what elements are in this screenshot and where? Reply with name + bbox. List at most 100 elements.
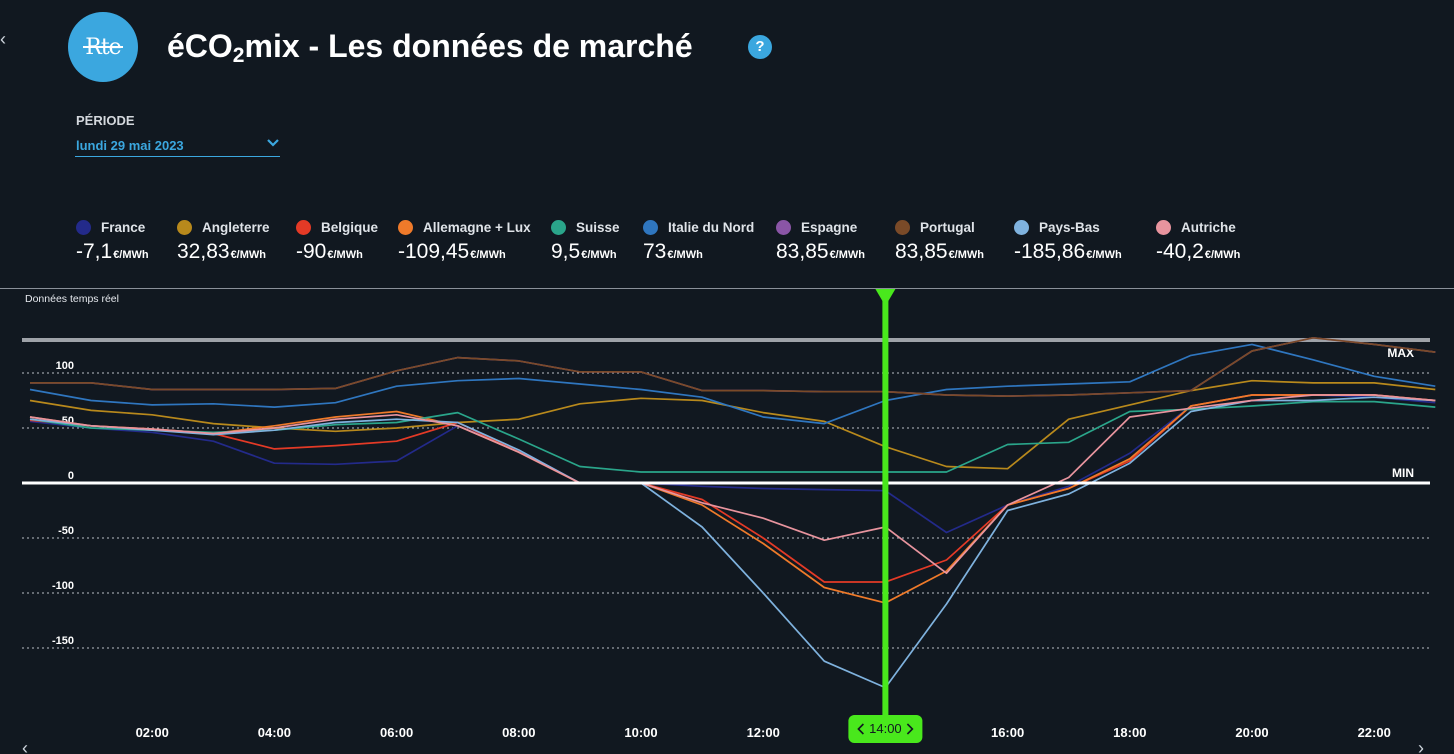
max-label: MAX <box>1387 346 1414 360</box>
min-label: MIN <box>1392 466 1414 480</box>
legend-unit: €/MWh <box>230 249 267 261</box>
legend-dot <box>895 220 910 235</box>
x-tick-label: 18:00 <box>1113 725 1146 740</box>
chart-divider <box>0 288 1454 289</box>
legend-unit: €/MWh <box>113 249 149 261</box>
series-line-pays-bas[interactable] <box>29 396 1436 689</box>
period-label: PÉRIODE <box>76 113 135 128</box>
scroll-right-icon[interactable]: › <box>1418 738 1424 754</box>
help-icon[interactable]: ? <box>748 35 772 59</box>
legend-name: Allemagne + Lux <box>423 220 531 235</box>
legend-unit: €/MWh <box>470 249 506 261</box>
legend-item-suisse[interactable]: Suisse 9,5€/MWh <box>551 220 620 264</box>
legend-unit: €/MWh <box>948 249 985 261</box>
legend-name: Angleterre <box>202 220 270 235</box>
legend-dot <box>643 220 658 235</box>
legend-item-portugal[interactable]: Portugal 83,85€/MWh <box>895 220 984 264</box>
legend-value: -185,86 <box>1014 240 1086 263</box>
page-title: éCO2mix - Les données de marché <box>167 24 693 78</box>
x-tick-label: 08:00 <box>502 725 535 740</box>
legend-value: 73 <box>643 240 667 263</box>
legend-value: 83,85 <box>776 240 829 263</box>
legend-name: Portugal <box>920 220 975 235</box>
legend-value: 9,5 <box>551 240 581 263</box>
cursor-top-marker-icon[interactable] <box>875 289 896 306</box>
legend-dot <box>398 220 413 235</box>
legend-item-allemagne-lux[interactable]: Allemagne + Lux -109,45€/MWh <box>398 220 531 264</box>
legend-dot <box>551 220 566 235</box>
legend-name: Autriche <box>1181 220 1236 235</box>
x-tick-label: 06:00 <box>380 725 413 740</box>
legend-name: Italie du Nord <box>668 220 755 235</box>
legend-item-france[interactable]: France -7,1€/MWh <box>76 220 149 264</box>
legend-dot <box>1156 220 1171 235</box>
legend-unit: €/MWh <box>327 249 363 261</box>
legend-dot <box>1014 220 1029 235</box>
legend-dot <box>177 220 192 235</box>
legend-name: France <box>101 220 146 235</box>
series-line-angleterre[interactable] <box>29 379 1436 470</box>
legend-name: Espagne <box>801 220 858 235</box>
x-tick-label: 22:00 <box>1358 725 1391 740</box>
x-tick-label: 20:00 <box>1235 725 1268 740</box>
series-line-italie-du-nord[interactable] <box>29 343 1436 425</box>
collapse-caret-icon[interactable]: ‹ <box>0 29 6 49</box>
x-tick-label: 12:00 <box>747 725 780 740</box>
x-tick-label: 02:00 <box>136 725 169 740</box>
cursor-time-label: 14:00 <box>869 721 902 736</box>
series-line-suisse[interactable] <box>29 400 1436 473</box>
legend-value: -109,45 <box>398 240 470 263</box>
legend-unit: €/MWh <box>667 249 703 261</box>
chart-title: Données temps réel <box>25 293 119 305</box>
series-line-espagne[interactable] <box>30 336 1436 397</box>
legend: France -7,1€/MWh Angleterre 32,83€/MWh B… <box>0 220 1454 280</box>
period-value: lundi 29 mai 2023 <box>76 138 184 153</box>
legend-item-espagne[interactable]: Espagne 83,85€/MWh <box>776 220 865 264</box>
title-subscript: 2 <box>232 44 245 67</box>
y-tick-label: 0 <box>68 470 74 482</box>
series-line-autriche[interactable] <box>29 394 1436 575</box>
legend-value: -90 <box>296 240 327 263</box>
legend-name: Pays-Bas <box>1039 220 1100 235</box>
legend-unit: €/MWh <box>1204 249 1241 261</box>
logo-text: Rte <box>83 34 124 60</box>
scroll-left-icon[interactable]: ‹ <box>22 738 28 754</box>
x-tick-label: 04:00 <box>258 725 291 740</box>
title-suffix: mix - Les données de marché <box>244 28 693 64</box>
legend-value: -7,1 <box>76 240 113 263</box>
series-line-portugal[interactable] <box>30 336 1436 397</box>
legend-unit: €/MWh <box>1086 249 1122 261</box>
cursor-right-chevron-icon[interactable] <box>906 723 914 735</box>
legend-item-angleterre[interactable]: Angleterre 32,83€/MWh <box>177 220 270 264</box>
x-tick-label: 16:00 <box>991 725 1024 740</box>
series-line-allemagne-lux[interactable] <box>29 394 1436 604</box>
y-tick-label: -50 <box>58 525 74 537</box>
legend-value: 83,85 <box>895 240 948 263</box>
cursor-time-badge[interactable] <box>848 715 923 743</box>
rte-logo[interactable]: Rte <box>68 12 138 82</box>
y-tick-label: -100 <box>52 580 74 592</box>
cursor-left-chevron-icon[interactable] <box>857 723 864 735</box>
legend-dot <box>76 220 91 235</box>
legend-value: -40,2 <box>1156 240 1204 263</box>
legend-dot <box>776 220 791 235</box>
legend-unit: €/MWh <box>581 249 617 261</box>
chevron-down-icon <box>267 139 279 147</box>
legend-item-belgique[interactable]: Belgique -90€/MWh <box>296 220 378 264</box>
legend-dot <box>296 220 311 235</box>
legend-name: Belgique <box>321 220 379 235</box>
y-tick-label: 100 <box>56 360 74 372</box>
series-line-belgique[interactable] <box>29 394 1436 583</box>
x-tick-label: 10:00 <box>624 725 657 740</box>
period-dropdown[interactable]: lundi 29 mai 2023 <box>75 134 280 157</box>
y-tick-label: -150 <box>52 635 74 647</box>
legend-item-pays-bas[interactable]: Pays-Bas -185,86€/MWh <box>1014 220 1122 264</box>
series-line-france[interactable] <box>29 394 1436 534</box>
legend-value: 32,83 <box>177 240 230 263</box>
legend-unit: €/MWh <box>829 249 866 261</box>
title-prefix: éCO <box>167 28 233 64</box>
legend-item-autriche[interactable]: Autriche -40,2€/MWh <box>1156 220 1240 264</box>
legend-item-italie-du-nord[interactable]: Italie du Nord 73€/MWh <box>643 220 754 264</box>
